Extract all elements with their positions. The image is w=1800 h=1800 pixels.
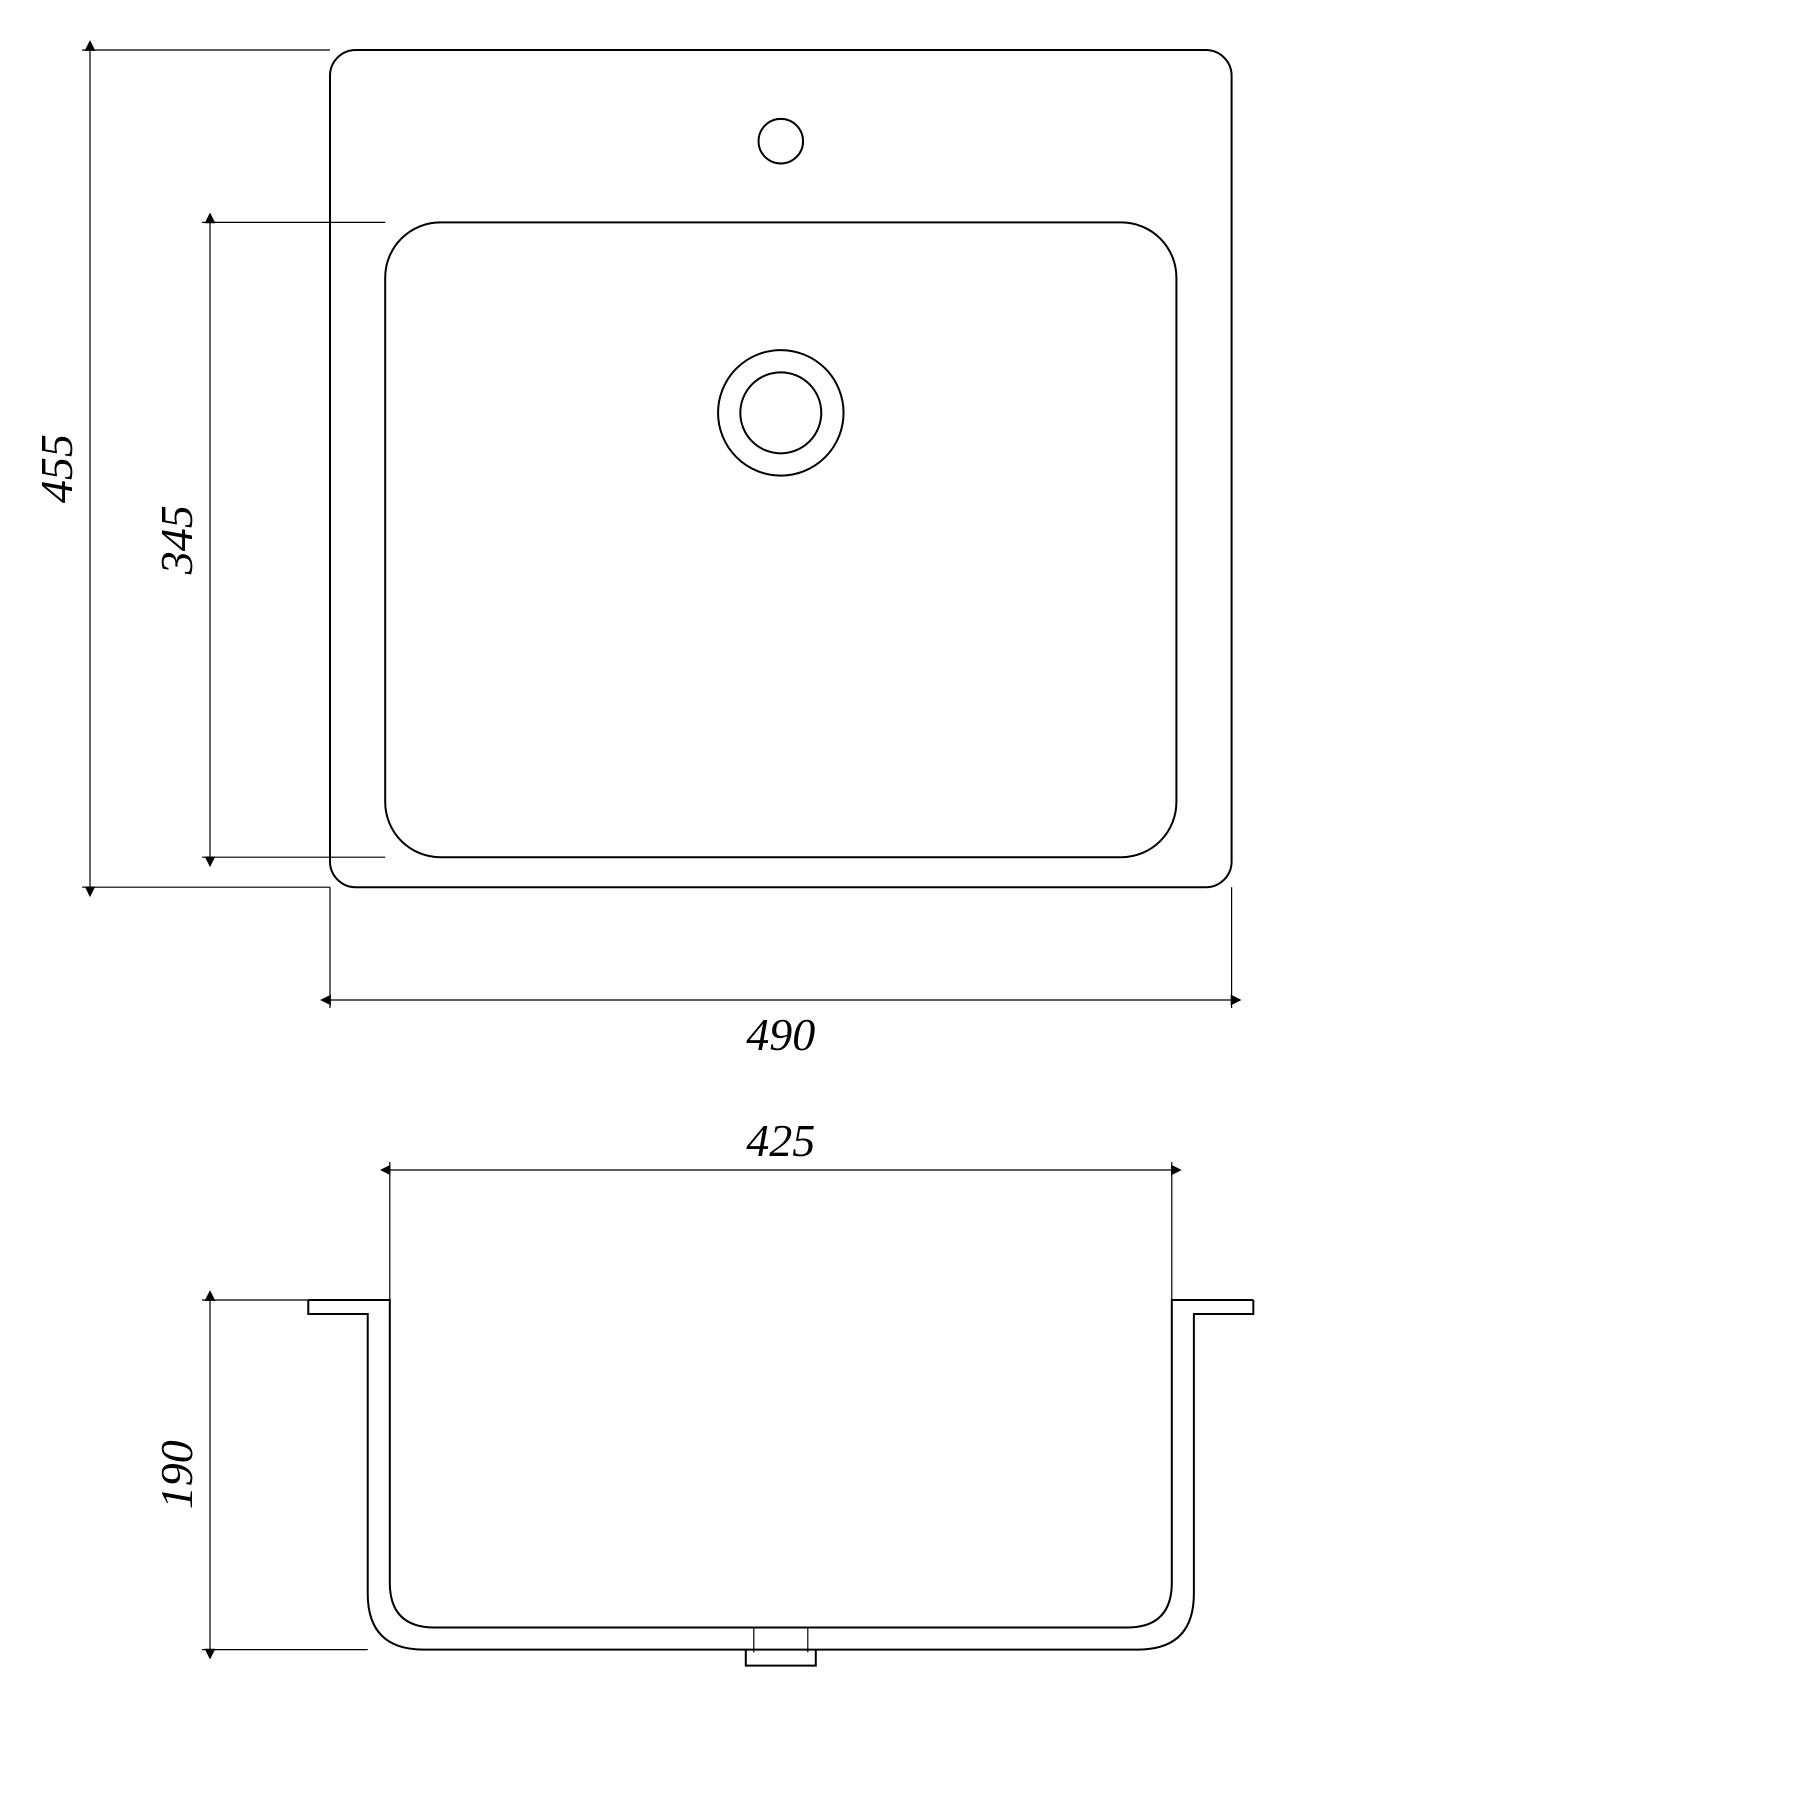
technical-drawing: 455 345 490 425 190 (0, 0, 1800, 1800)
dim-345-label: 345 (151, 505, 202, 575)
dim-455-label: 455 (31, 434, 82, 503)
dim-490-label: 490 (746, 1009, 815, 1060)
top-view-dimensions (82, 50, 1232, 1008)
dim-425-label: 425 (746, 1115, 815, 1166)
top-view (330, 50, 1232, 887)
section-view (308, 1300, 1253, 1666)
section-view-dimensions (202, 1162, 1172, 1650)
dim-190-label: 190 (151, 1440, 202, 1509)
